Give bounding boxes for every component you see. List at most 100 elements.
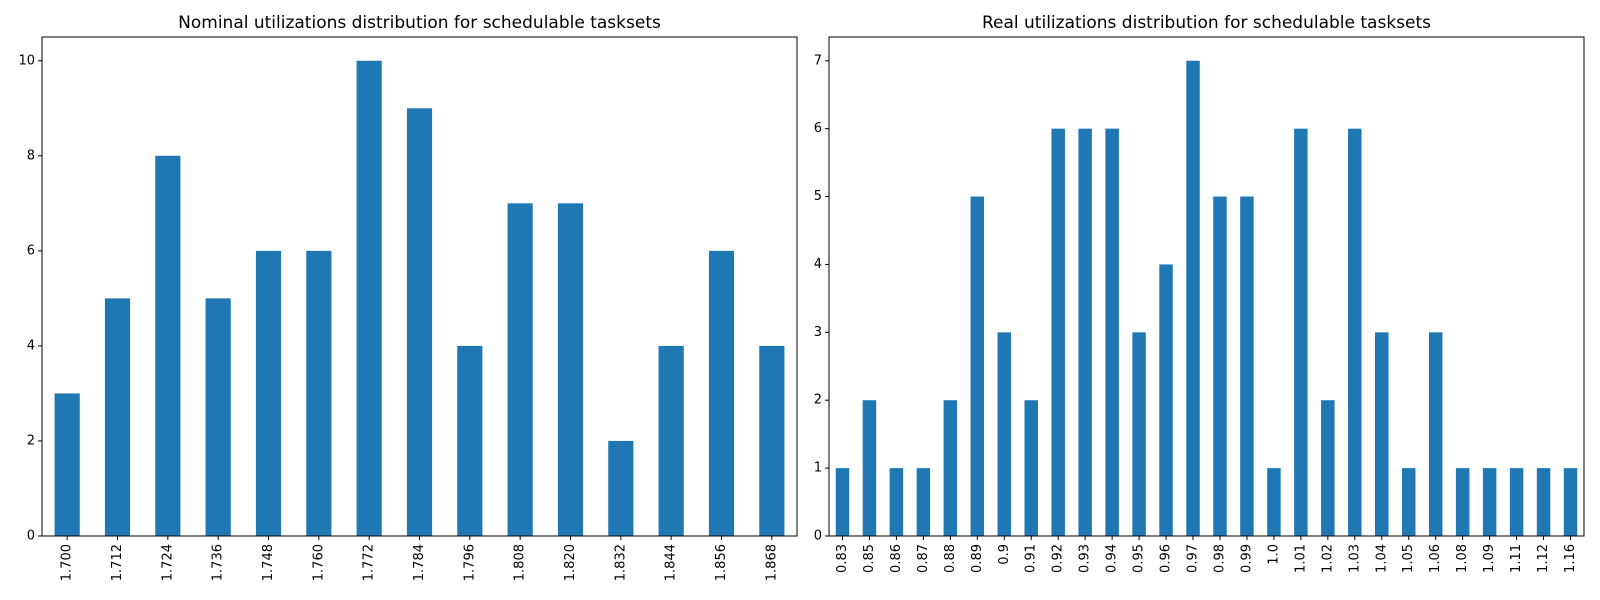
bar (1186, 60, 1200, 536)
x-tick-label: 1.796 (462, 544, 477, 581)
x-tick-label: 0.92 (1051, 544, 1066, 573)
chart-title: Nominal utilizations distribution for sc… (178, 13, 661, 33)
bar (1294, 128, 1308, 536)
bar (1024, 400, 1038, 536)
y-tick-label: 5 (814, 189, 822, 204)
x-tick-label: 0.97 (1186, 544, 1201, 573)
x-tick-label: 0.98 (1212, 544, 1227, 573)
x-ticks-group: 1.700 1.712 1.724 1.736 1.748 1.760 1.772 1.784… (60, 536, 779, 581)
bar (104, 298, 131, 536)
bar (1267, 468, 1281, 536)
y-tick-label: 7 (814, 53, 822, 68)
x-ticks-group: 0.83 0.85 0.86 0.87 0.88 0.89 0.9 0.91 0.92 0.93 0… (835, 536, 1578, 573)
x-tick-label: 1.772 (362, 544, 377, 581)
x-tick-label: 1.01 (1293, 544, 1308, 573)
bar (1401, 468, 1416, 536)
x-tick-label: 1.16 (1563, 544, 1578, 573)
bar (557, 203, 584, 536)
bar (205, 298, 231, 536)
bar (708, 250, 735, 537)
x-tick-label: 1.08 (1455, 544, 1470, 573)
bar (356, 60, 382, 536)
y-tick-label: 4 (27, 338, 35, 353)
bar (1348, 128, 1362, 536)
bar (1240, 196, 1254, 537)
real-utilization-chart: Real utilizations distribution for sched… (814, 13, 1585, 573)
y-tick-label: 6 (814, 121, 822, 136)
x-tick-label: 1.856 (714, 544, 729, 581)
axes-frame (41, 36, 798, 537)
bar (1159, 264, 1173, 536)
x-tick-label: 0.87 (916, 544, 931, 573)
bar (916, 468, 931, 536)
x-tick-label: 0.88 (943, 544, 958, 573)
bar (1213, 196, 1227, 537)
bar (889, 468, 904, 536)
x-tick-label: 0.86 (889, 544, 904, 573)
y-tick-label: 8 (27, 148, 35, 163)
bar (1078, 128, 1092, 536)
y-tick-label: 1 (814, 461, 822, 476)
bar (970, 196, 985, 537)
y-tick-label: 0 (814, 529, 822, 544)
nominal-utilization-chart: Nominal utilizations distribution for sc… (18, 13, 798, 581)
y-tick-label: 3 (814, 325, 822, 340)
x-tick-label: 1.06 (1428, 544, 1443, 573)
bar (1105, 128, 1119, 536)
x-tick-label: 1.11 (1509, 544, 1524, 573)
x-tick-label: 1.844 (664, 544, 679, 581)
x-tick-label: 1.0 (1266, 544, 1281, 565)
bar (658, 345, 684, 536)
x-tick-label: 1.736 (211, 544, 226, 581)
bar (759, 345, 785, 536)
bar (1428, 332, 1443, 536)
x-tick-label: 1.712 (110, 544, 125, 581)
x-tick-label: 1.09 (1482, 544, 1497, 573)
y-ticks-group: 0 1 2 3 4 5 6 7 (814, 53, 829, 544)
x-tick-label: 0.9 (997, 544, 1012, 565)
bar (507, 203, 533, 536)
bar (1563, 468, 1578, 536)
x-tick-label: 1.784 (412, 544, 427, 581)
x-tick-label: 0.96 (1159, 544, 1174, 573)
x-tick-label: 1.03 (1347, 544, 1362, 573)
bar (1482, 468, 1497, 536)
x-tick-label: 1.05 (1401, 544, 1416, 573)
x-tick-label: 1.700 (60, 544, 75, 581)
x-tick-label: 1.808 (513, 544, 528, 581)
y-tick-label: 10 (18, 53, 35, 68)
x-tick-label: 0.91 (1024, 544, 1039, 573)
x-tick-label: 1.748 (261, 544, 276, 581)
bar (54, 393, 80, 536)
y-tick-label: 2 (814, 393, 822, 408)
y-tick-label: 6 (27, 243, 35, 258)
x-tick-label: 1.04 (1374, 544, 1389, 573)
x-tick-label: 0.99 (1239, 544, 1254, 573)
y-tick-label: 2 (27, 433, 35, 448)
bar (155, 155, 181, 536)
bar (1536, 468, 1551, 536)
bar (306, 250, 332, 537)
bar (255, 250, 282, 537)
bar (1051, 128, 1065, 536)
bars-group (54, 60, 785, 537)
x-tick-label: 0.85 (862, 544, 877, 573)
x-tick-label: 1.868 (764, 544, 779, 581)
x-tick-label: 0.94 (1105, 544, 1120, 573)
bar (997, 332, 1012, 536)
bar (1509, 468, 1524, 536)
x-tick-label: 1.02 (1320, 544, 1335, 573)
bar (1375, 332, 1389, 536)
bar (1455, 468, 1470, 536)
y-tick-label: 4 (814, 257, 822, 272)
bar (835, 468, 850, 536)
bars-group (835, 60, 1578, 537)
chart-title: Real utilizations distribution for sched… (982, 13, 1431, 33)
bar (943, 400, 958, 536)
x-tick-label: 1.832 (613, 544, 628, 581)
bar (1132, 332, 1146, 536)
x-tick-label: 1.12 (1536, 544, 1551, 573)
bar (608, 440, 634, 536)
y-tick-label: 0 (27, 529, 35, 544)
